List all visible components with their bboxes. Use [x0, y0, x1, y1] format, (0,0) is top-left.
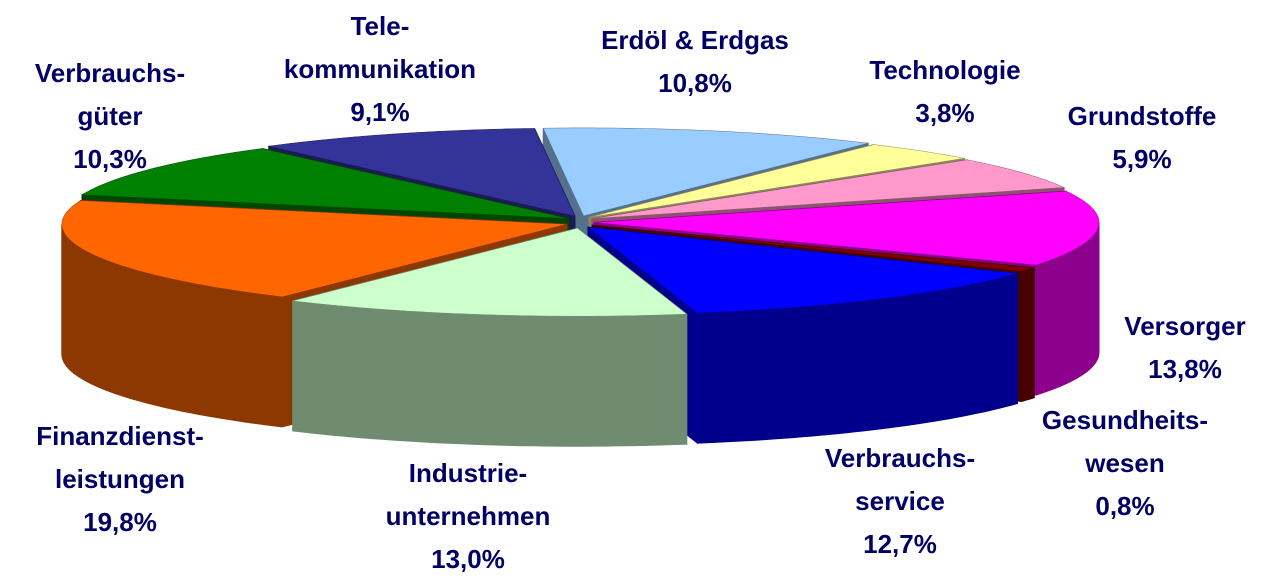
slice-label: Grundstoffe — [1068, 101, 1217, 131]
slice-label: Verbrauchs- — [35, 58, 185, 88]
value-label: 10,3% — [73, 144, 147, 174]
value-label: 13,8% — [1148, 354, 1222, 384]
slice-label: unternehmen — [386, 501, 551, 531]
slice-label: Industrie- — [409, 458, 527, 488]
slice-label: Verbrauchs- — [825, 443, 975, 473]
value-label: 12,7% — [863, 529, 937, 559]
value-label: 13,0% — [431, 544, 505, 574]
slice-label: Finanzdienst- — [36, 421, 204, 451]
slice-top — [587, 226, 1018, 314]
slice-label: Gesundheits- — [1042, 405, 1208, 435]
slice-wall — [292, 300, 688, 447]
slice — [587, 226, 1018, 445]
slice-label: wesen — [1084, 448, 1165, 478]
slice-label: Tele- — [351, 11, 410, 41]
slice-top — [589, 144, 965, 218]
slice-label: Erdöl & Erdgas — [601, 25, 789, 55]
value-label: 0,8% — [1095, 491, 1154, 521]
value-label: 3,8% — [915, 98, 974, 128]
slice — [292, 227, 688, 447]
slice-top — [61, 200, 567, 298]
value-label: 9,1% — [350, 97, 409, 127]
slice-label: kommunikation — [284, 54, 476, 84]
slice-top — [268, 128, 576, 217]
slice-wall — [1020, 267, 1035, 403]
slice-top — [591, 159, 1065, 219]
slice-label: güter — [78, 101, 143, 131]
slice-top — [592, 224, 1036, 272]
slice-top — [81, 148, 569, 219]
slice-label: service — [855, 486, 945, 516]
slice-label: Technologie — [869, 55, 1020, 85]
slice-top — [542, 127, 869, 217]
slice-top — [593, 190, 1100, 266]
value-label: 5,9% — [1112, 144, 1171, 174]
slice-label: Versorger — [1124, 311, 1245, 341]
value-label: 10,8% — [658, 68, 732, 98]
slice-top — [292, 227, 688, 317]
slice-label: leistungen — [55, 464, 185, 494]
value-label: 19,8% — [83, 507, 157, 537]
